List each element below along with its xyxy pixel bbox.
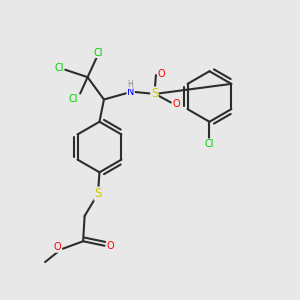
Text: S: S: [151, 87, 158, 100]
Text: Cl: Cl: [93, 47, 103, 58]
Text: N: N: [127, 87, 134, 97]
Text: Cl: Cl: [69, 94, 78, 104]
Text: Cl: Cl: [54, 63, 64, 73]
Text: Cl: Cl: [205, 139, 214, 149]
Text: H: H: [127, 80, 133, 88]
Text: S: S: [94, 187, 102, 200]
Text: O: O: [158, 69, 165, 79]
Text: O: O: [54, 242, 61, 252]
Text: O: O: [107, 241, 114, 251]
Text: O: O: [173, 99, 181, 109]
